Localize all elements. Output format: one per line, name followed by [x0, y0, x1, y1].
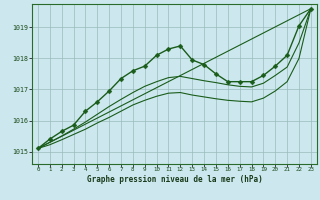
X-axis label: Graphe pression niveau de la mer (hPa): Graphe pression niveau de la mer (hPa) — [86, 175, 262, 184]
